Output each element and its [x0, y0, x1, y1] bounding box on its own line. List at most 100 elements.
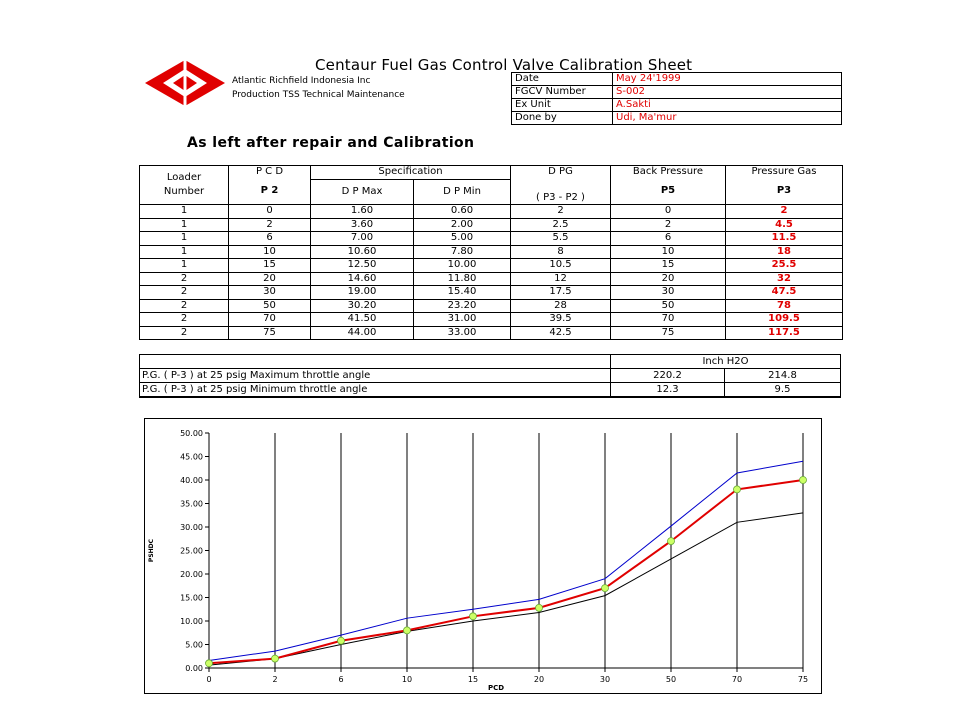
data-point: [337, 636, 345, 645]
cell-dpg: 39.5: [510, 312, 611, 326]
cell-pcd: 10: [228, 244, 311, 259]
cell-dp-max: 10.60: [310, 244, 414, 259]
info-value: Udi, Ma'mur: [612, 111, 842, 125]
cell-dpg: 17.5: [510, 285, 611, 299]
info-value: S-002: [612, 85, 842, 99]
cell-loader: 1: [139, 258, 229, 272]
info-value: A.Sakti: [612, 98, 842, 112]
table-row: 1 0 1.60 0.60 2 0 2: [139, 204, 843, 218]
min-throttle-value-1: 12.3: [610, 382, 725, 398]
y-axis-label: PSHDC: [148, 538, 155, 562]
cell-dp-max: 19.00: [310, 285, 414, 299]
section-subtitle: As left after repair and Calibration: [187, 135, 475, 151]
header-pcd: P C D: [228, 165, 311, 179]
calibration-chart: 0.00 5.00 10.00 15.00 20.00 25.00 30.00 35.00 40…: [144, 418, 822, 694]
data-point: [667, 537, 675, 545]
cell-pcd: 15: [228, 258, 311, 272]
cell-p5: 0: [610, 204, 726, 218]
header-pressure-gas: Pressure Gas: [725, 165, 843, 179]
cell-p5: 15: [610, 258, 726, 272]
company-name: Atlantic Richfield Indonesia Inc: [232, 76, 371, 86]
cell-pcd: 30: [228, 285, 311, 299]
data-point: [535, 603, 543, 612]
x-tick-label: 70: [732, 675, 742, 684]
data-point: [733, 485, 741, 494]
series-line-0: [208, 460, 804, 661]
x-tick-label: 6: [338, 675, 343, 684]
cell-dp-max: 44.00: [310, 325, 414, 340]
header-dp-max: D P Max: [310, 178, 414, 205]
cell-p5: 30: [610, 285, 726, 299]
y-tick-label: 10.00: [180, 617, 203, 626]
y-tick-label: 50.00: [180, 429, 203, 438]
header-dpg-formula: ( P3 - P2 ): [510, 191, 611, 205]
cell-dp-max: 41.50: [310, 312, 414, 326]
x-tick-label: 15: [468, 675, 478, 684]
cell-loader: 2: [139, 271, 229, 286]
x-tick-label: 50: [666, 675, 676, 684]
x-tick-label: 10: [402, 675, 412, 684]
info-value: May 24'1999: [612, 72, 842, 86]
cell-dp-min: 15.40: [413, 285, 511, 299]
cell-dpg: 8: [510, 244, 611, 259]
x-tick-label: 20: [534, 675, 544, 684]
cell-dpg: 28: [510, 298, 611, 313]
data-point: [469, 612, 477, 621]
table-row: 1 10 10.60 7.80 8 10 18: [139, 244, 843, 259]
cell-dpg: 5.5: [510, 231, 611, 245]
cell-dp-min: 33.00: [413, 325, 511, 340]
calibration-table: Loader Number P C D Specification D PG B…: [139, 165, 843, 340]
cell-pcd: 50: [228, 298, 311, 313]
y-tick-label: 15.00: [180, 594, 203, 603]
cell-loader: 2: [139, 312, 229, 326]
cell-dp-max: 3.60: [310, 217, 414, 232]
table-row: 1 2 3.60 2.00 2.5 2 4.5: [139, 217, 843, 232]
cell-pcd: 20: [228, 271, 311, 286]
x-axis-label: PCD: [488, 684, 504, 692]
y-tick-label: 40.00: [180, 476, 203, 485]
cell-dp-max: 1.60: [310, 204, 414, 218]
cell-p3: 25.5: [725, 258, 843, 272]
cell-dp-max: 12.50: [310, 258, 414, 272]
cell-loader: 2: [139, 298, 229, 313]
cell-p5: 75: [610, 325, 726, 340]
cell-p3: 2: [725, 204, 843, 218]
header-dpg: D PG: [510, 165, 611, 179]
cell-dp-min: 11.80: [413, 271, 511, 286]
y-tick-label: 0.00: [185, 664, 203, 673]
y-tick-label: 5.00: [185, 641, 203, 650]
cell-dp-min: 5.00: [413, 231, 511, 245]
page-title: Centaur Fuel Gas Control Valve Calibrati…: [315, 56, 693, 74]
x-tick-label: 2: [272, 675, 277, 684]
y-tick-label: 45.00: [180, 453, 203, 462]
y-tick-label: 20.00: [180, 570, 203, 579]
cell-p5: 10: [610, 244, 726, 259]
x-tick-label: 75: [798, 675, 808, 684]
table-row: 2 70 41.50 31.00 39.5 70 109.5: [139, 312, 843, 326]
header-number: Number: [163, 186, 205, 197]
data-point: [271, 654, 279, 663]
cell-dp-min: 0.60: [413, 204, 511, 218]
cell-pcd: 2: [228, 217, 311, 232]
cell-loader: 1: [139, 244, 229, 259]
max-throttle-label: P.G. ( P-3 ) at 25 psig Maximum throttle…: [139, 368, 611, 383]
header-p2: P 2: [228, 179, 311, 205]
cell-dp-min: 7.80: [413, 244, 511, 259]
table-row: 2 50 30.20 23.20 28 50 78: [139, 298, 843, 313]
cell-dp-min: 23.20: [413, 298, 511, 313]
header-p3: P3: [725, 179, 843, 205]
cell-p3: 32: [725, 271, 843, 286]
cell-dp-max: 7.00: [310, 231, 414, 245]
department-name: Production TSS Technical Maintenance: [232, 90, 405, 100]
chart-svg: 0.00 5.00 10.00 15.00 20.00 25.00 30.00 35.00 40…: [148, 429, 808, 692]
company-logo: [145, 60, 225, 106]
cell-p3: 4.5: [725, 217, 843, 232]
cell-pcd: 6: [228, 231, 311, 245]
unit-label: Inch H2O: [610, 354, 841, 369]
info-label: Date: [511, 72, 613, 86]
cell-dpg: 2: [510, 204, 611, 218]
header-loader-number: Loader Number: [139, 165, 229, 205]
header-dp-min: D P Min: [413, 178, 511, 205]
table-row: 2 75 44.00 33.00 42.5 75 117.5: [139, 325, 843, 340]
series-line-2: [208, 479, 804, 665]
